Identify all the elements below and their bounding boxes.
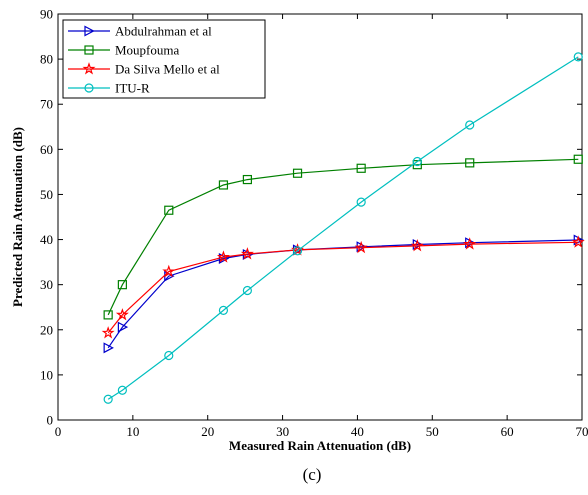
- data-point: [465, 120, 475, 130]
- data-point: [216, 250, 230, 263]
- legend-entry: Da Silva Mello et al: [68, 62, 220, 77]
- data-point: [356, 197, 366, 207]
- data-point: [571, 235, 585, 248]
- series-line: [107, 56, 579, 400]
- x-axis-title: Measured Rain Attenuation (dB): [229, 438, 411, 453]
- data-point: [292, 246, 303, 256]
- legend-marker: [84, 25, 95, 37]
- x-tick-label: 60: [501, 424, 514, 439]
- series-line: [107, 158, 579, 316]
- legend-label: ITU-R: [115, 81, 150, 96]
- data-point: [242, 285, 252, 296]
- series-1: [103, 154, 583, 320]
- data-point: [410, 239, 424, 252]
- data-point: [218, 305, 229, 315]
- data-point: [573, 154, 583, 164]
- x-tick-label: 70: [576, 424, 588, 439]
- x-tick-label: 10: [126, 424, 139, 439]
- data-point: [573, 52, 583, 62]
- legend-marker: [82, 62, 96, 75]
- y-tick-label: 80: [40, 52, 53, 67]
- data-point: [103, 342, 114, 354]
- legend-label: Abdulrahman et al: [115, 24, 212, 39]
- x-tick-label: 20: [201, 424, 214, 439]
- data-point: [164, 205, 174, 215]
- data-point: [117, 321, 129, 333]
- series-2: [101, 235, 585, 339]
- data-point: [463, 237, 477, 250]
- x-tick-label: 0: [55, 424, 62, 439]
- series-3: [103, 52, 583, 404]
- series-layer: [101, 52, 585, 404]
- y-tick-label: 30: [40, 277, 53, 292]
- y-tick-label: 60: [40, 142, 53, 157]
- legend-entry: ITU-R: [68, 81, 150, 96]
- data-point: [292, 168, 303, 178]
- y-tick-label: 40: [40, 232, 53, 247]
- data-point: [354, 240, 368, 254]
- series-line: [107, 241, 579, 334]
- data-point: [117, 385, 127, 395]
- data-point: [240, 247, 254, 260]
- data-point: [356, 163, 366, 173]
- y-tick-label: 90: [40, 7, 53, 22]
- y-tick-label: 10: [40, 367, 53, 382]
- data-point: [242, 174, 252, 185]
- data-point: [465, 158, 475, 168]
- data-point: [162, 264, 176, 278]
- data-point: [115, 308, 129, 321]
- x-tick-label: 30: [276, 424, 289, 439]
- x-tick-label: 40: [351, 424, 364, 439]
- legend-entry: Abdulrahman et al: [68, 24, 212, 39]
- legend-box: [62, 19, 266, 99]
- data-point: [101, 326, 115, 339]
- legend-marker: [84, 45, 94, 55]
- data-point: [117, 280, 127, 290]
- data-point: [164, 350, 174, 361]
- y-tick-label: 70: [40, 97, 53, 112]
- legend-entry: Moupfouma: [68, 43, 180, 58]
- axis-ticks: 0 10 20 30 40 50 60 70 0 10 20 30 40 50 60 70 80 90: [40, 7, 588, 440]
- y-axis-title: Predicted Rain Attenuation (dB): [10, 127, 25, 307]
- y-tick-label: 20: [40, 322, 53, 337]
- y-tick-label: 50: [40, 187, 53, 202]
- legend: Abdulrahman et al Moupfouma Da Silva Mello…: [62, 19, 266, 99]
- y-tick-label: 0: [47, 413, 54, 428]
- legend-marker: [84, 83, 94, 93]
- data-point: [103, 310, 113, 320]
- figure-caption: (c): [303, 465, 322, 484]
- data-point: [412, 156, 422, 167]
- legend-label: Moupfouma: [115, 43, 180, 58]
- x-tick-label: 50: [426, 424, 439, 439]
- data-point: [218, 180, 229, 190]
- legend-label: Da Silva Mello et al: [115, 62, 220, 77]
- data-point: [103, 394, 113, 404]
